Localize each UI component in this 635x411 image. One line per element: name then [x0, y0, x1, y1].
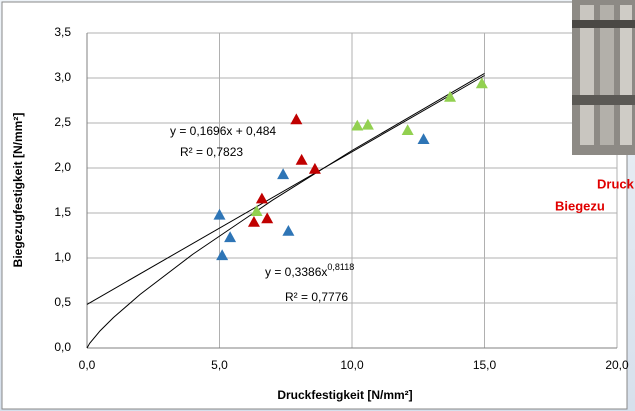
x-axis-title: Druckfestigkeit [N/mm²]: [277, 388, 412, 402]
y-tick-label: 1,0: [54, 250, 71, 264]
y-tick-label: 3,5: [54, 25, 71, 39]
trendline-r2: R² = 0,7776: [285, 290, 348, 304]
side-text: Biegezu: [555, 198, 605, 213]
y-tick-label: 1,5: [54, 205, 71, 219]
y-axis-title: Biegezugfestigkeit [N/mm²]: [11, 113, 25, 268]
trendline-r2: R² = 0,7823: [180, 145, 243, 159]
trendline-equation: y = 0,1696x + 0,484: [170, 124, 276, 138]
x-tick-label: 5,0: [211, 358, 228, 372]
x-tick-label: 20,0: [605, 358, 629, 372]
photo: [572, 0, 635, 155]
equation-text: y = 0,3386x: [265, 265, 327, 279]
equation-exponent: 0,8118: [327, 262, 354, 272]
y-tick-label: 2,5: [54, 115, 71, 129]
side-text: Druck: [597, 176, 635, 191]
equation-text: y = 0,1696x + 0,484: [170, 124, 276, 138]
x-tick-label: 10,0: [340, 358, 364, 372]
y-tick-label: 0,5: [54, 295, 71, 309]
y-tick-label: 3,0: [54, 70, 71, 84]
chart: 0,0 0,5 1,0 1,5 2,0 2,5 3,0 3,5 0,0 5,0 10,0 15,0 20…: [0, 0, 635, 411]
y-tick-label: 0,0: [54, 340, 71, 354]
x-tick-label: 0,0: [79, 358, 96, 372]
y-tick-label: 2,0: [54, 160, 71, 174]
x-tick-label: 15,0: [473, 358, 497, 372]
